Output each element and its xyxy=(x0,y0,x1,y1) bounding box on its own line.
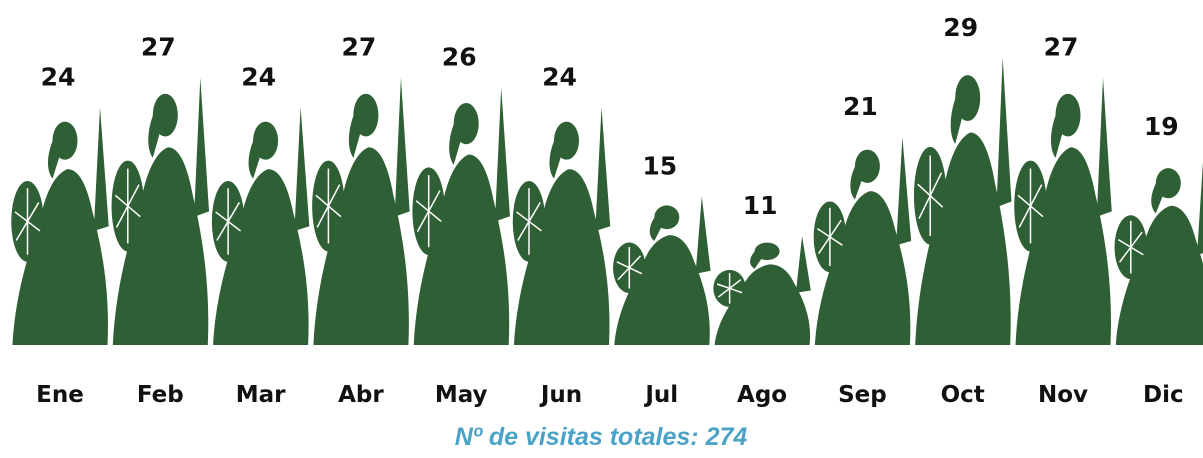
value-label: 24 xyxy=(41,62,76,91)
chart-title: Nº de visitas totales: 274 xyxy=(455,423,748,451)
x-tick-label: Oct xyxy=(941,382,985,408)
x-tick-label: May xyxy=(435,382,488,408)
x-tick-label: Dic xyxy=(1143,382,1184,408)
pictogram-bar xyxy=(1115,157,1203,345)
pictogram-bar xyxy=(312,78,410,345)
x-tick-label: Sep xyxy=(838,382,887,408)
pictogram-bar xyxy=(1014,78,1112,345)
warrior-icon xyxy=(814,137,912,345)
pictogram-bar xyxy=(814,137,912,345)
warrior-icon xyxy=(513,107,611,345)
pictogram-bar xyxy=(914,58,1012,345)
pictogram-bar xyxy=(11,107,109,345)
pictogram-bar xyxy=(112,78,210,345)
x-tick-label: Ene xyxy=(36,382,84,408)
warrior-icon xyxy=(613,197,711,346)
value-label: 27 xyxy=(342,33,377,62)
value-label: 24 xyxy=(542,62,577,91)
x-tick-label: Jun xyxy=(539,382,582,408)
warrior-icon xyxy=(312,78,410,345)
warrior-icon xyxy=(112,78,210,345)
x-tick-label: Jul xyxy=(643,382,678,408)
warrior-icon xyxy=(1115,157,1203,345)
value-label: 19 xyxy=(1144,112,1179,141)
warrior-icon xyxy=(914,58,1012,345)
value-label: 21 xyxy=(843,92,878,121)
value-label: 27 xyxy=(1044,33,1079,62)
pictogram-bar xyxy=(412,88,510,345)
value-label: 29 xyxy=(943,13,978,42)
warrior-icon xyxy=(412,88,510,345)
chart: Nº de visitas totales: 274 24 Ene 27 Feb 24 M… xyxy=(0,0,1203,458)
value-label: 11 xyxy=(743,191,778,220)
warrior-icon xyxy=(212,107,310,345)
pictogram-bar xyxy=(713,236,811,345)
x-tick-label: Ago xyxy=(737,382,787,408)
value-label: 26 xyxy=(442,43,477,72)
warrior-icon xyxy=(11,107,109,345)
warrior-icon xyxy=(713,236,811,345)
pictogram-bar xyxy=(513,107,611,345)
value-label: 24 xyxy=(241,62,276,91)
value-label: 27 xyxy=(141,33,176,62)
pictogram-bar xyxy=(613,197,711,346)
x-tick-label: Feb xyxy=(137,382,184,408)
value-label: 15 xyxy=(642,152,677,181)
x-tick-label: Mar xyxy=(236,382,286,408)
x-tick-label: Nov xyxy=(1038,382,1088,408)
pictogram-bar xyxy=(212,107,310,345)
x-tick-label: Abr xyxy=(338,382,384,408)
warrior-icon xyxy=(1014,78,1112,345)
